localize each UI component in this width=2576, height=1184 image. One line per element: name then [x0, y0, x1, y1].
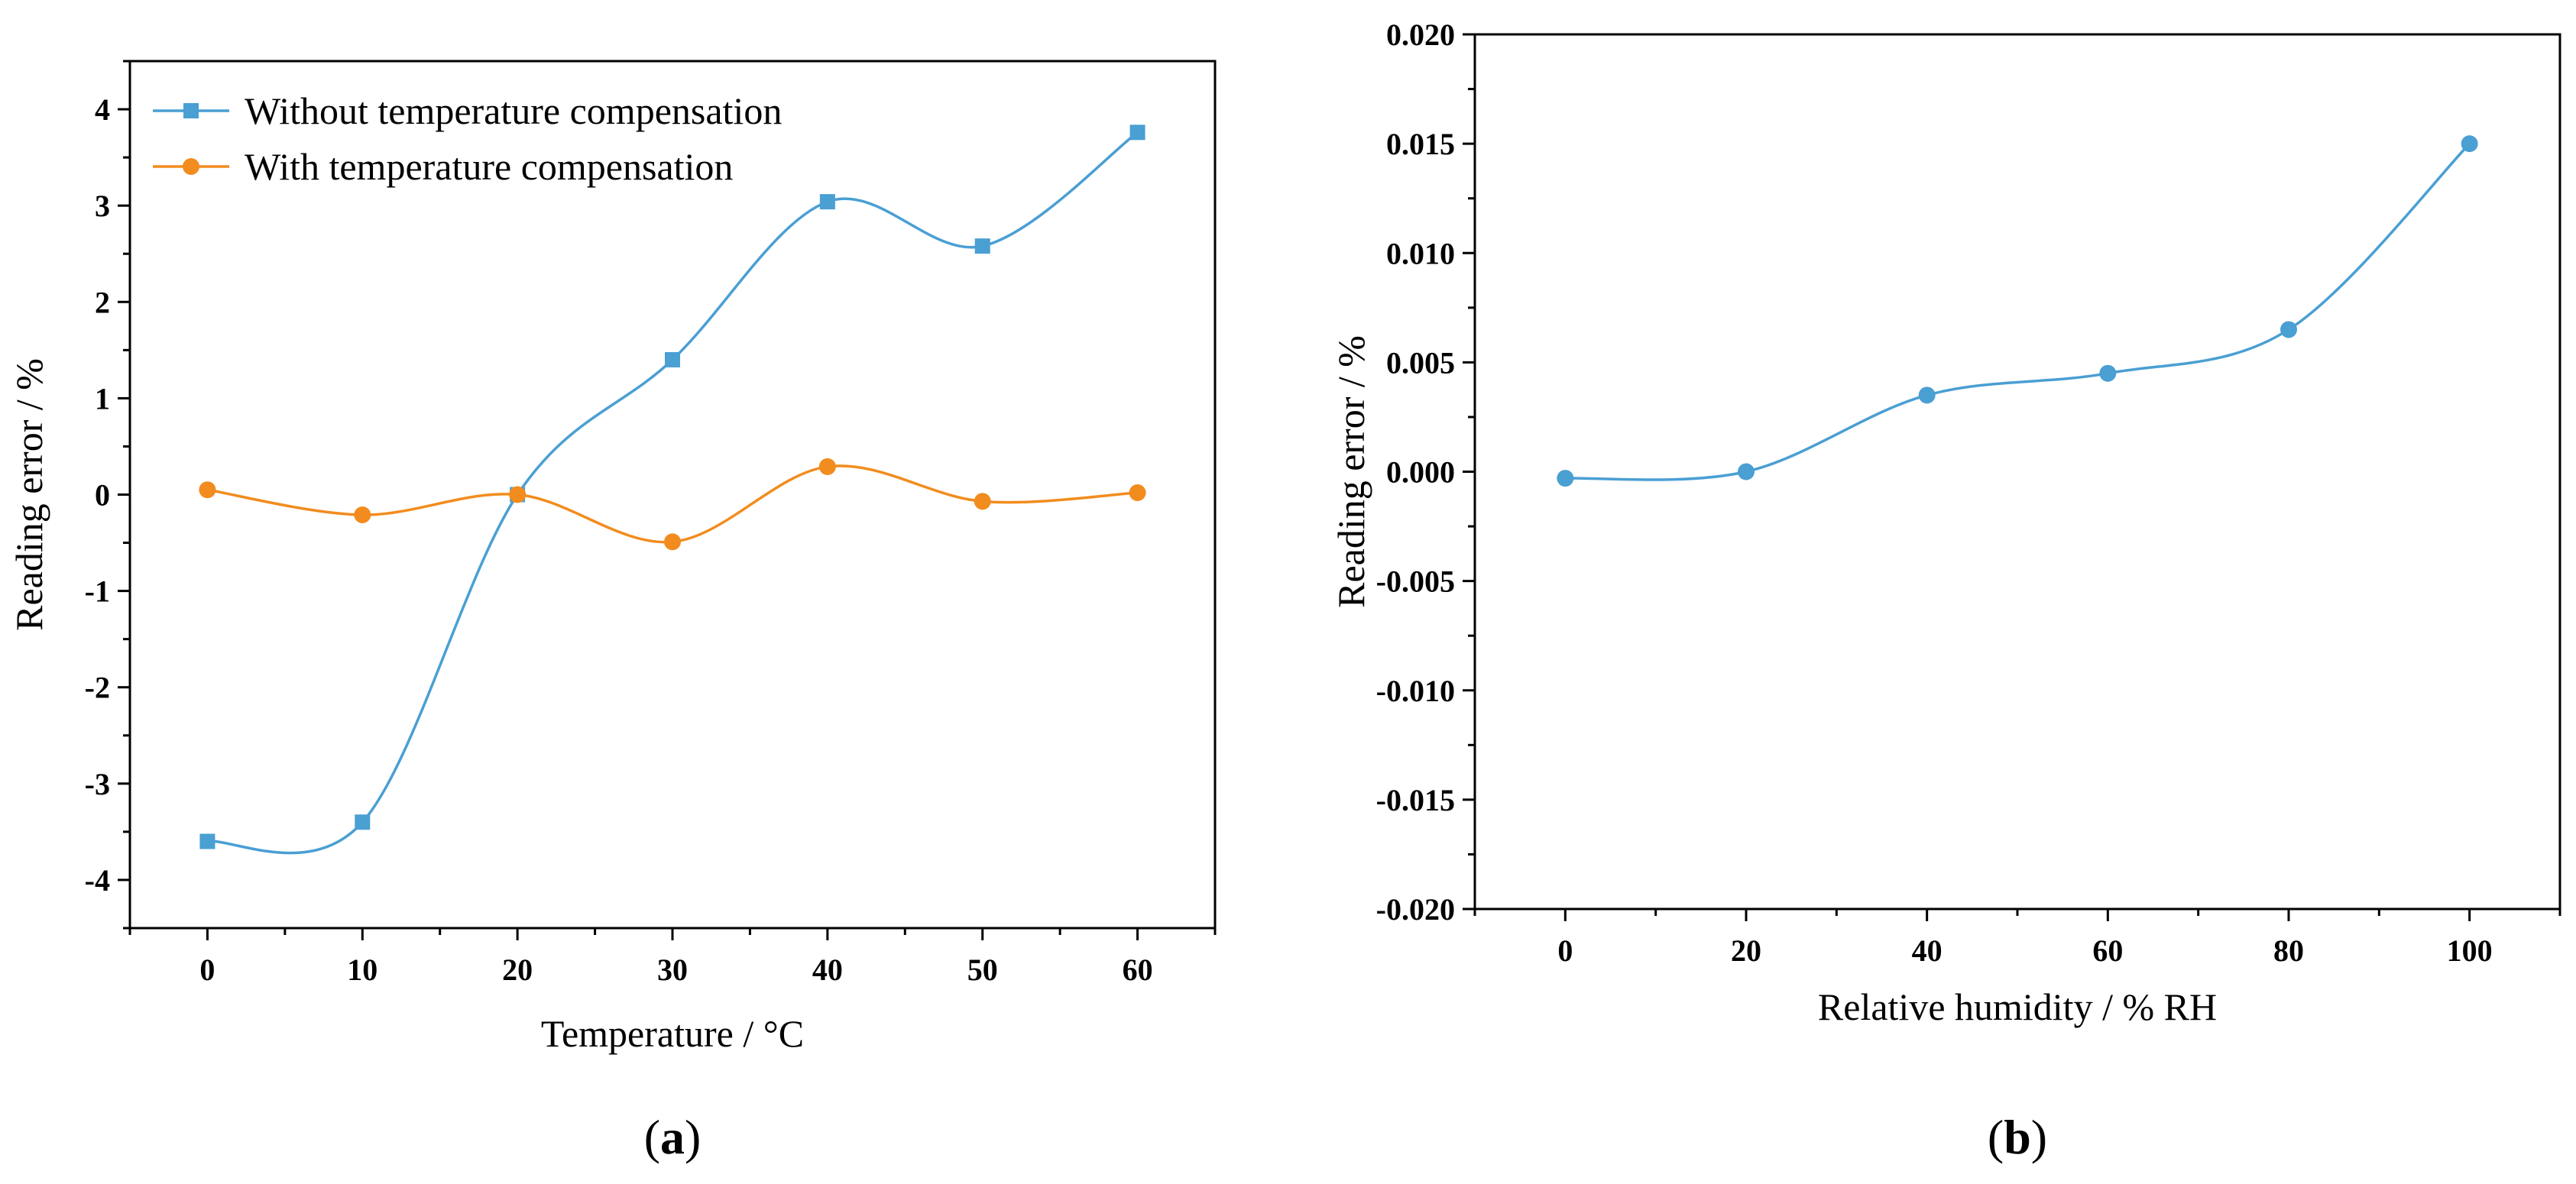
y-axis-label: Reading error / % [8, 358, 50, 631]
data-point-circle [664, 533, 681, 551]
legend-label: Without temperature compensation [245, 89, 782, 132]
x-tick-label: 30 [657, 953, 688, 987]
panel-label-close: ) [2031, 1110, 2047, 1164]
y-tick-label: -0.005 [1376, 565, 1455, 599]
x-tick-label: 10 [347, 953, 377, 987]
x-tick-label: 0 [199, 953, 215, 987]
y-axis-label: Reading error / % [1330, 335, 1372, 608]
data-point-square [665, 351, 680, 367]
panel-label: (b) [1988, 1110, 2047, 1164]
x-tick-label: 80 [2273, 933, 2304, 968]
x-axis-label: Relative humidity / % RH [1818, 985, 2217, 1028]
y-tick-label: -2 [85, 671, 110, 705]
x-tick-label: 40 [812, 953, 843, 987]
y-tick-label: 4 [95, 92, 110, 127]
legend-label: With temperature compensation [245, 145, 733, 188]
data-point-circle [1918, 387, 1936, 404]
y-tick-label: 2 [95, 285, 110, 319]
y-tick-label: 0.020 [1386, 18, 1455, 52]
data-point-circle [199, 481, 216, 499]
plot-frame [128, 60, 1217, 930]
y-tick-label: 0.000 [1386, 455, 1455, 490]
series-line-0 [207, 131, 1139, 855]
panel-label-open: ( [644, 1110, 660, 1164]
data-point-square [974, 238, 990, 254]
x-axis-label: Temperature / °C [541, 1012, 804, 1055]
series-line-0 [1565, 142, 2471, 481]
data-point-circle [2280, 321, 2297, 338]
x-tick-label: 60 [2092, 933, 2123, 968]
y-tick-label: -0.010 [1376, 674, 1455, 708]
x-tick-label: 20 [502, 953, 533, 987]
data-point-circle [509, 486, 527, 503]
panel-label-letter: a [660, 1110, 685, 1164]
x-tick-label: 40 [1912, 933, 1943, 968]
panel-label: (a) [644, 1110, 702, 1164]
y-tick-label: 0.015 [1386, 127, 1455, 161]
x-tick-label: 50 [967, 953, 998, 987]
y-tick-label: -3 [85, 767, 110, 801]
data-point-circle [2099, 364, 2117, 382]
panel-label-close: ) [685, 1110, 701, 1164]
y-tick-label: 3 [95, 189, 110, 223]
data-point-circle [354, 506, 371, 523]
data-point-square [199, 833, 215, 849]
data-point-circle [974, 493, 991, 510]
plot-frame [1473, 33, 2561, 911]
series-line-1 [207, 464, 1138, 544]
y-tick-label: 0.010 [1386, 236, 1455, 270]
y-tick-label: 0 [95, 478, 110, 513]
x-tick-label: 20 [1731, 933, 1761, 968]
legend-marker-square [183, 103, 199, 118]
x-tick-label: 100 [2447, 933, 2493, 968]
data-point-square [355, 814, 371, 830]
data-point-square [1129, 125, 1145, 141]
y-tick-label: 1 [95, 381, 110, 416]
x-tick-label: 0 [1557, 933, 1573, 968]
y-tick-label: -0.015 [1376, 783, 1455, 817]
panel-label-letter: b [2004, 1110, 2031, 1164]
data-point-circle [2461, 135, 2478, 153]
legend-marker-circle [183, 158, 199, 175]
data-point-circle [1557, 470, 1574, 487]
data-point-circle [1129, 484, 1146, 501]
chart-panel-b: 0 20 40 60 80 100 -0.020 -0.015 -0.010 -0.005 0.00… [1330, 18, 2561, 1164]
y-tick-label: -1 [85, 574, 110, 609]
data-point-square [819, 194, 835, 210]
panel-label-open: ( [1988, 1110, 2004, 1164]
y-tick-label: -4 [85, 863, 110, 898]
chart-panel-a: 0 10 20 30 40 50 60 -4 -3 -2 -1 0 1 2 3 4 Temperature / … [8, 60, 1217, 1164]
data-point-circle [1738, 463, 1755, 480]
y-tick-label: -0.020 [1376, 892, 1455, 927]
y-tick-label: 0.005 [1386, 345, 1455, 380]
data-point-circle [818, 458, 836, 475]
x-tick-label: 60 [1123, 953, 1153, 987]
